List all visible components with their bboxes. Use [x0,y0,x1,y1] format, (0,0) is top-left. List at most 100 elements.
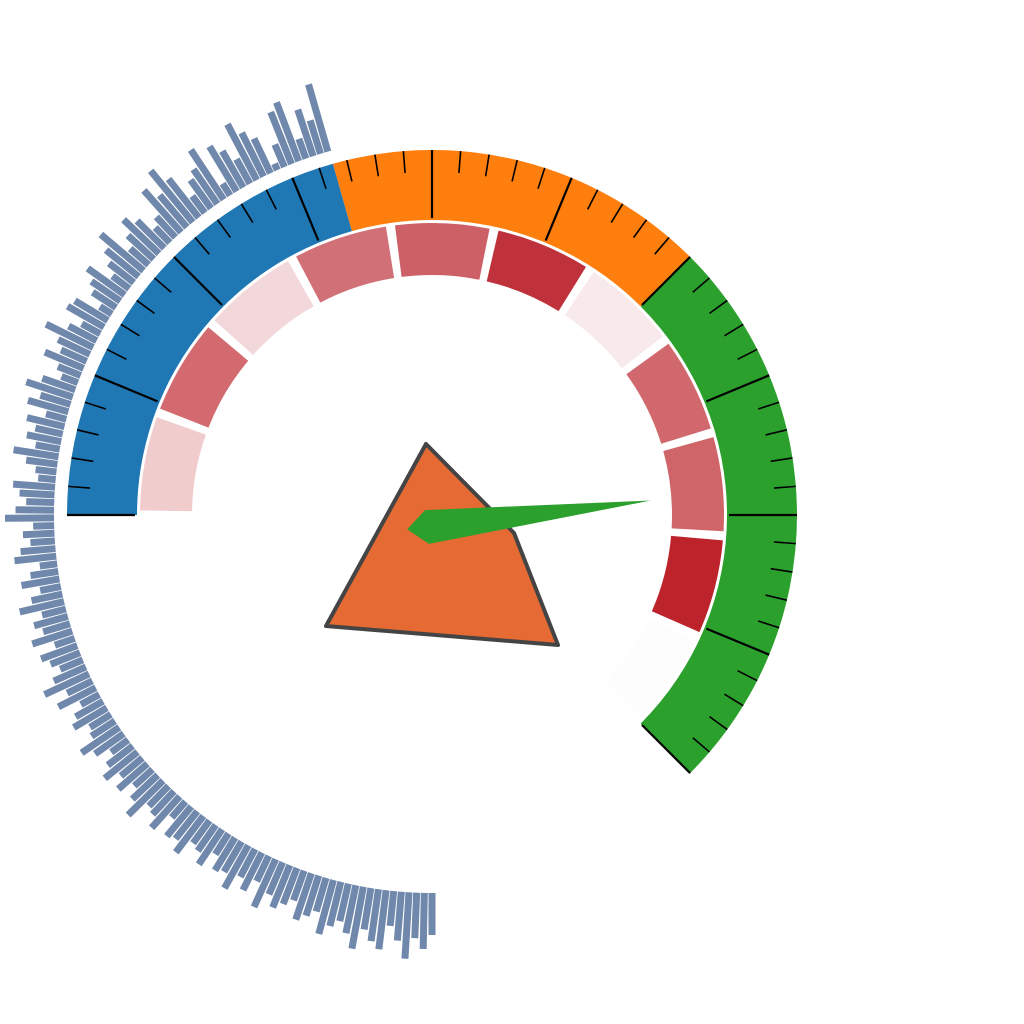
inner-segment-2 [160,327,249,428]
histogram-bar [253,854,272,883]
inner-segment-3 [214,260,314,356]
histogram-bar [195,827,226,867]
histogram-bar [194,823,219,853]
minor-tick [773,485,796,489]
histogram-bar [33,613,69,630]
minor-tick [765,594,788,601]
histogram-bar [93,730,126,757]
histogram-bar [60,373,80,386]
minor-tick [757,620,780,629]
histogram-bar [306,119,324,155]
minor-tick [458,151,462,174]
histogram-bar [250,136,274,175]
histogram-bar [41,374,77,394]
histogram-bar [386,890,398,927]
histogram-bar [305,83,332,153]
histogram-bar [265,860,286,896]
histogram-bar [172,809,201,841]
histogram-bar [206,144,240,194]
histogram-bar [27,396,70,416]
minor-tick [654,236,670,255]
histogram-bar [34,424,64,438]
minor-tick [692,737,711,753]
histogram-bar [164,804,195,839]
histogram-bar [72,704,109,731]
major-tick [705,374,770,403]
histogram-bar [33,522,55,530]
histogram-bar [211,835,239,873]
histogram-bar [273,101,302,163]
inner-segment-8 [626,343,711,444]
histogram-bar [89,278,123,305]
minor-tick [484,154,490,177]
histogram-bar [411,892,421,939]
minor-tick [153,277,172,293]
minor-tick [76,429,99,436]
histogram-bar [116,761,150,792]
histogram-bar [290,869,308,902]
histogram-bar [26,498,55,507]
histogram-bar [80,320,102,337]
histogram-bar [30,590,64,605]
minor-tick [71,457,94,463]
histogram-bar [14,552,57,565]
inner-segment-9 [663,437,725,532]
minor-tick [773,541,796,545]
histogram-bar [169,799,189,820]
minor-tick [770,457,793,463]
major-tick [291,177,320,242]
gauge-needle [407,500,651,544]
histogram-bar [37,474,56,484]
inner-segment-7 [564,271,663,369]
histogram-bar [295,137,310,160]
histogram-bar [239,850,265,892]
histogram-bar [279,866,301,906]
histogram-bar [401,892,413,959]
inner-segment-ring [140,222,725,719]
histogram-bar [102,749,140,782]
histogram-bar [149,788,177,817]
minor-tick [610,203,624,223]
minor-tick [765,429,788,436]
histogram-bar [105,743,135,768]
histogram-bar [42,620,71,636]
scale-ticks [67,150,797,774]
histogram-bar [153,214,178,240]
inner-segment-10 [651,535,723,633]
histogram-bar [88,711,113,731]
minor-tick [770,567,793,573]
histogram-bar [149,794,183,831]
histogram-bar [419,892,428,949]
outer-color-bands [67,150,798,774]
histogram-bar [219,181,234,198]
histogram-bar [25,456,58,468]
minor-tick [724,323,744,337]
inner-segment-1 [140,417,206,512]
histogram-bar [212,831,232,857]
minor-tick [537,167,546,190]
histogram-bar [43,348,85,372]
minor-tick [757,401,780,410]
histogram-bar [118,755,145,779]
histogram-bar [315,879,337,935]
inner-segment-4 [296,226,395,303]
histogram-bar [131,766,155,789]
minor-tick [709,299,728,315]
histogram-bar [103,247,141,280]
histogram-bar [125,778,166,818]
minor-tick [136,299,155,315]
outer-band-1 [67,163,352,515]
minor-tick [318,167,327,190]
histogram-bar [26,431,62,446]
minor-tick [737,670,758,682]
minor-tick [106,348,127,360]
histogram-bar [39,560,58,570]
histogram-bar [65,303,106,331]
histogram-bar [367,888,382,942]
radial-histogram [4,83,436,959]
histogram-bar [39,583,62,594]
histogram-bar [393,891,405,941]
histogram-bar [30,537,56,547]
histogram-bar [360,887,375,931]
histogram-bar [173,813,207,855]
